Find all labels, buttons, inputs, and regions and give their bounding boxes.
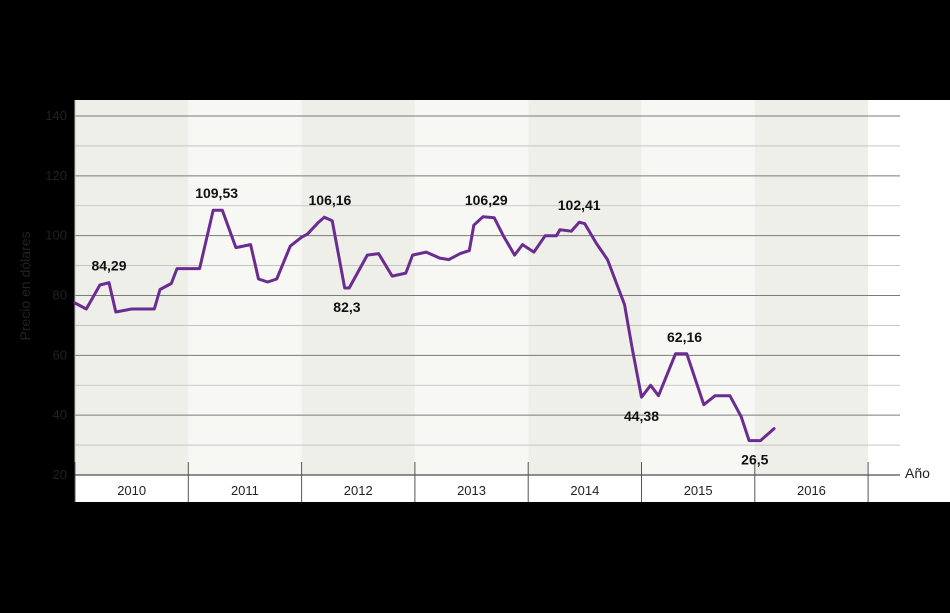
- data-label-7: 62,16: [667, 329, 702, 345]
- annotations: 84,29 109,53 106,16 82,3 106,29 102,41 44,38 62…: [91, 185, 768, 467]
- x-tick-label-2016: 2016: [797, 483, 826, 498]
- year-band-2016: [754, 100, 869, 475]
- year-band-2014: [528, 100, 642, 475]
- data-label-1: 109,53: [195, 185, 238, 201]
- data-label-4: 106,29: [465, 192, 508, 208]
- data-label-6: 44,38: [624, 408, 659, 424]
- x-tick-label-2014: 2014: [570, 483, 599, 498]
- y-tick-label-100: 100: [45, 228, 67, 243]
- series-line: [73, 208, 776, 443]
- y-tick-label-20: 20: [53, 467, 67, 482]
- x-tick-label-2011: 2011: [231, 483, 259, 498]
- y-tick-label-60: 60: [53, 347, 67, 362]
- y-axis-label: Precio en dólares: [17, 232, 33, 341]
- grid-lines: [75, 115, 900, 446]
- y-axis-ticks: 20 40 60 80 100 120 140: [45, 108, 67, 482]
- year-band-2015: [641, 100, 755, 475]
- x-axis-label: Año: [905, 465, 930, 481]
- year-band-2011: [188, 100, 302, 475]
- x-tick-label-2010: 2010: [117, 483, 146, 498]
- y-tick-label-140: 140: [45, 108, 67, 123]
- x-tick-label-2015: 2015: [684, 483, 713, 498]
- data-label-3: 82,3: [333, 299, 360, 315]
- x-axis: 2010 2011 2012 2013 2014 2015 2016: [74, 100, 900, 502]
- year-bands: [75, 100, 950, 475]
- y-tick-label-120: 120: [45, 168, 67, 183]
- year-band-2010: [75, 100, 189, 475]
- data-label-8: 26,5: [741, 452, 768, 468]
- x-tick-label-2012: 2012: [344, 483, 373, 498]
- y-tick-label-40: 40: [53, 407, 67, 422]
- year-band-2012: [301, 100, 415, 475]
- y-tick-label-80: 80: [53, 288, 67, 303]
- data-label-0: 84,29: [91, 258, 126, 274]
- x-tick-label-2013: 2013: [457, 483, 486, 498]
- data-label-5: 102,41: [558, 197, 601, 213]
- year-band-2013: [414, 100, 529, 475]
- year-band-after: [868, 100, 950, 475]
- data-label-2: 106,16: [309, 192, 352, 208]
